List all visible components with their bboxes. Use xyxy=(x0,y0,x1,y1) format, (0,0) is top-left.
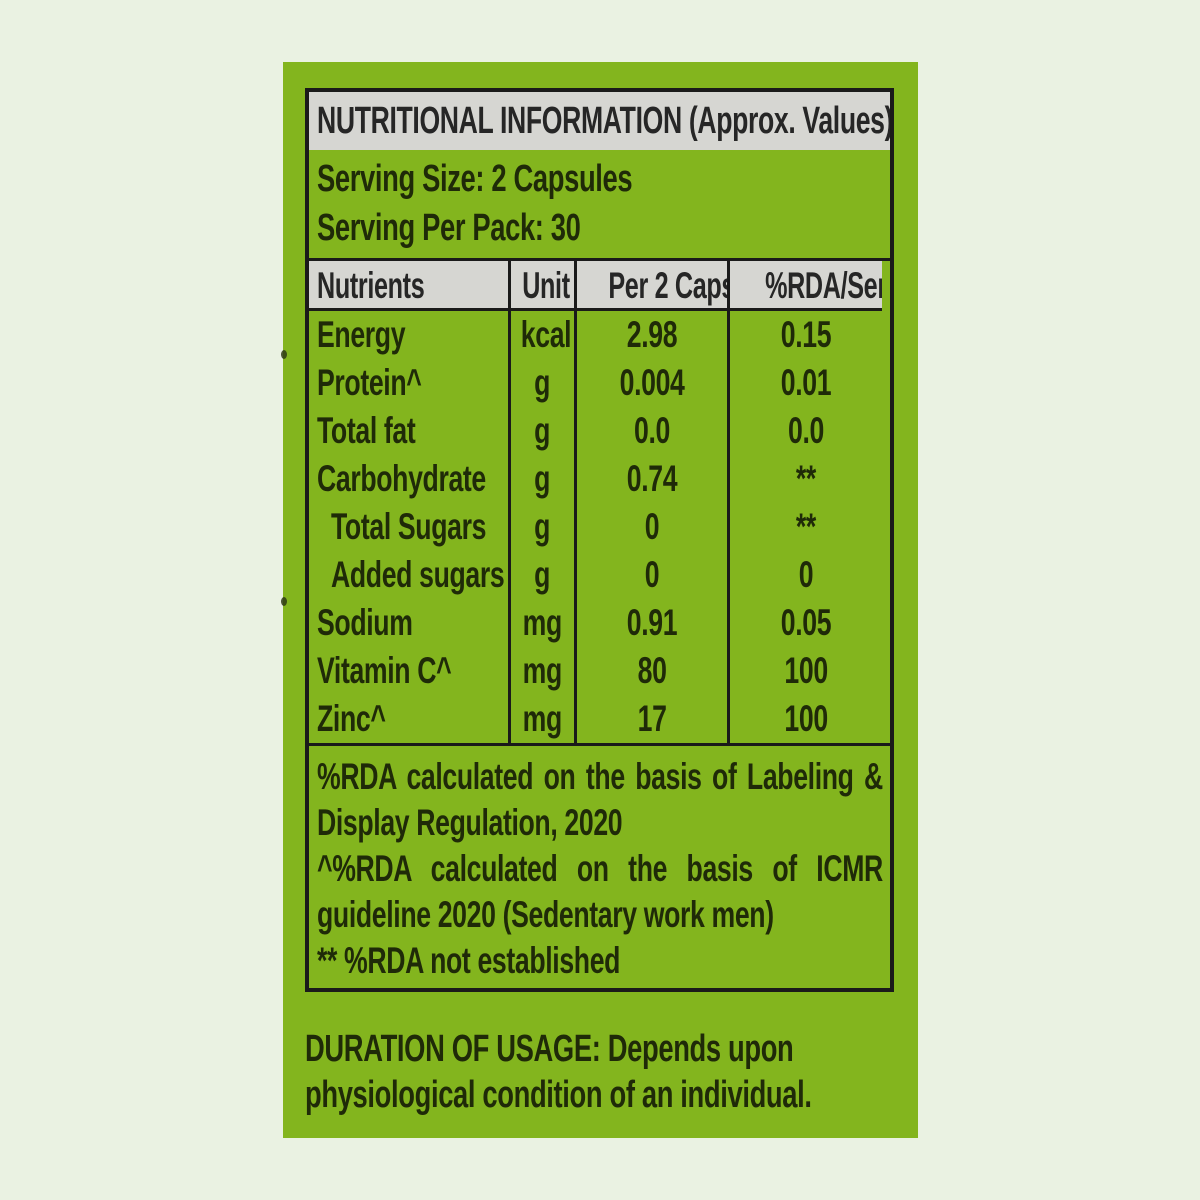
table-title: NUTRITIONAL INFORMATION (Approx. Values) xyxy=(317,100,890,142)
nutrient-name-cell: Carbohydrate xyxy=(317,458,486,499)
photo-artifact-mark xyxy=(281,597,287,606)
unit-cell: g xyxy=(508,551,574,599)
per-2-caps-value-cell: 17 xyxy=(574,695,727,743)
footnotes-section: %RDA calculated on the basis of Labeling… xyxy=(309,743,890,988)
serving-size-line: Serving Size: 2 Capsules xyxy=(317,158,633,200)
per-2-caps-value-cell: 80 xyxy=(574,647,727,695)
column-header-nutrients: Nutrients xyxy=(309,261,508,311)
rda-value-cell: 0 xyxy=(727,551,882,599)
footnotes-text-block: %RDA calculated on the basis of Labeling… xyxy=(317,754,883,984)
column-header-unit: Unit xyxy=(508,261,574,311)
nutrient-name-cell: Sodium xyxy=(317,602,413,643)
footnote-line: %RDA calculated on the basis of Labeling… xyxy=(317,756,883,843)
column-header-rda-serve: %RDA/Serve xyxy=(727,261,882,311)
table-title-band: NUTRITIONAL INFORMATION (Approx. Values) xyxy=(309,92,890,150)
nutrient-name-cell: Added sugars xyxy=(331,554,505,595)
unit-cell: g xyxy=(508,503,574,551)
label-panel: NUTRITIONAL INFORMATION (Approx. Values)… xyxy=(283,62,918,1138)
unit-cell: g xyxy=(508,407,574,455)
unit-cell: g xyxy=(508,455,574,503)
rda-value-cell: 0.15 xyxy=(727,311,882,359)
per-2-caps-value-cell: 0.0 xyxy=(574,407,727,455)
nutrient-name-cell: Total Sugars xyxy=(331,506,487,547)
per-2-caps-value-cell: 0.74 xyxy=(574,455,727,503)
unit-cell: mg xyxy=(508,695,574,743)
column-header-per-2-caps: Per 2 Caps. xyxy=(574,261,727,311)
unit-cell: mg xyxy=(508,647,574,695)
unit-cell: g xyxy=(508,359,574,407)
rda-value-cell: 0.01 xyxy=(727,359,882,407)
nutrients-grid: Nutrients Unit Per 2 Caps. %RDA/Serve En… xyxy=(309,258,890,743)
duration-of-usage-label: DURATION OF USAGE: xyxy=(305,1028,601,1070)
footnote-line: ** %RDA not established xyxy=(317,940,621,981)
nutrient-name-cell: Vitamin C^ xyxy=(317,650,452,691)
duration-of-usage-section: DURATION OF USAGE: Depends upon physiolo… xyxy=(305,1026,905,1118)
nutrient-name-cell: Protein^ xyxy=(317,362,422,403)
rda-value-cell: ** xyxy=(727,503,882,551)
nutrition-table: NUTRITIONAL INFORMATION (Approx. Values)… xyxy=(305,88,894,992)
per-2-caps-value-cell: 2.98 xyxy=(574,311,727,359)
photo-artifact-mark xyxy=(281,350,287,359)
duration-of-usage-value: Depends upon physiological condition of … xyxy=(305,1028,812,1116)
per-2-caps-value-cell: 0.004 xyxy=(574,359,727,407)
unit-cell: kcal xyxy=(508,311,574,359)
per-2-caps-value-cell: 0 xyxy=(574,503,727,551)
nutrient-name-cell: Total fat xyxy=(317,410,416,451)
nutrient-name-cell: Zinc^ xyxy=(317,698,386,739)
nutrient-name-cell: Energy xyxy=(317,314,406,355)
per-2-caps-value-cell: 0 xyxy=(574,551,727,599)
unit-cell: mg xyxy=(508,599,574,647)
rda-value-cell: 0.05 xyxy=(727,599,882,647)
rda-value-cell: 0.0 xyxy=(727,407,882,455)
rda-value-cell: ** xyxy=(727,455,882,503)
rda-value-cell: 100 xyxy=(727,647,882,695)
serving-info: Serving Size: 2 Capsules Serving Per Pac… xyxy=(309,150,890,258)
per-2-caps-value-cell: 0.91 xyxy=(574,599,727,647)
serving-per-pack-line: Serving Per Pack: 30 xyxy=(317,207,581,249)
duration-of-usage-text: DURATION OF USAGE: Depends upon physiolo… xyxy=(305,1026,881,1118)
rda-value-cell: 100 xyxy=(727,695,882,743)
footnote-line: ^%RDA calculated on the basis of ICMR gu… xyxy=(317,848,883,935)
